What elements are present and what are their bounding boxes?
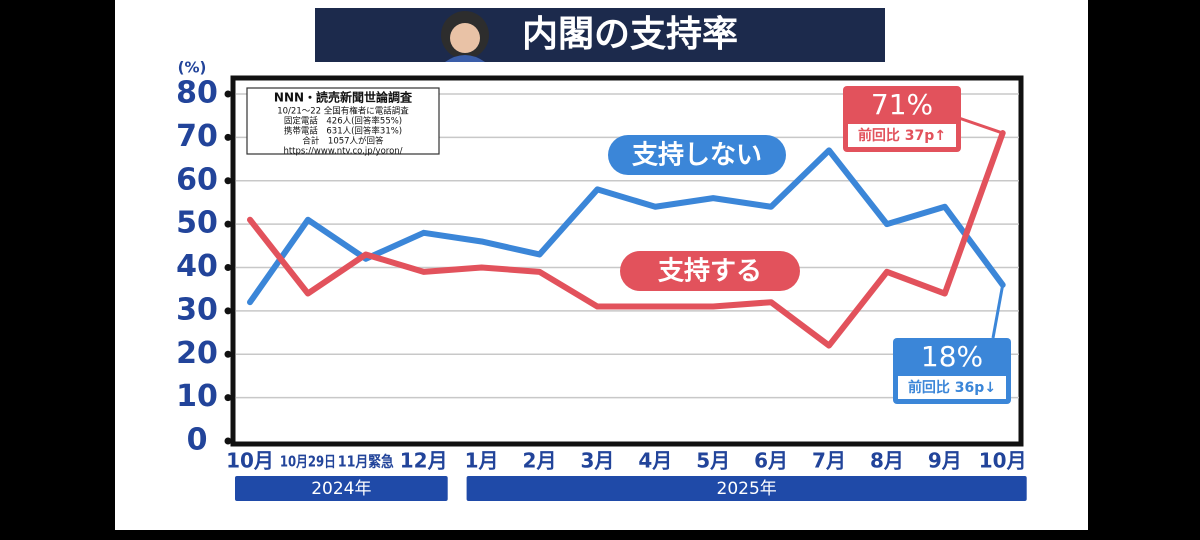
x-tick-label: 3月 <box>580 449 614 473</box>
year-band <box>466 476 1027 501</box>
title-box <box>315 8 885 62</box>
y-tick-dot <box>224 394 232 402</box>
y-tick-dot <box>224 220 232 228</box>
chart-title: 内閣の支持率 <box>522 14 738 55</box>
x-tick-label: 10月29日 <box>280 453 336 471</box>
legend-label: 支持しない <box>632 141 762 171</box>
year-label: 2025年 <box>717 479 777 499</box>
x-tick-label: 11月緊急 <box>338 453 394 471</box>
source-line: 10/21～22 全国有権者に電話調査 <box>277 106 409 117</box>
source-line: https://www.ntv.co.jp/yoron/ <box>283 147 402 157</box>
y-tick-label: 70 <box>176 119 218 154</box>
photo-face <box>450 23 480 53</box>
source-line: 固定電話 426人(回答率55%) <box>284 116 402 127</box>
source-frame <box>246 87 440 155</box>
y-tick-dot <box>224 264 232 271</box>
x-tick-label: 8月 <box>870 449 904 473</box>
y-tick-label: 20 <box>176 336 218 371</box>
x-tick-label: 6月 <box>754 449 788 473</box>
source-line: 携帯電話 631人(回答率31%) <box>284 126 402 137</box>
y-tick-label: 30 <box>176 292 218 327</box>
y-tick-dot <box>224 133 232 141</box>
annotation-sub: 前回比 36p↓ <box>908 379 996 396</box>
source-title: NNN・読売新聞世論調査 <box>274 90 413 105</box>
x-tick-label: 5月 <box>696 449 730 473</box>
y-tick-label: 0 <box>187 423 208 458</box>
annotation-sub-box <box>898 376 1006 399</box>
annotation-value: 18% <box>921 340 983 373</box>
x-tick-label: 4月 <box>638 449 672 473</box>
y-tick-dot <box>224 437 232 445</box>
y-unit: (%) <box>178 59 207 77</box>
y-tick-dot <box>224 177 232 185</box>
x-tick-label: 10月 <box>979 449 1027 473</box>
x-tick-label: 9月 <box>928 449 962 473</box>
series-line <box>247 130 1006 349</box>
y-tick-label: 80 <box>176 76 218 111</box>
x-tick-label: 2月 <box>523 449 557 473</box>
y-tick-label: 40 <box>176 249 218 284</box>
y-tick-dot <box>224 90 232 98</box>
y-tick-dot <box>224 307 232 315</box>
legend-pill <box>620 251 800 291</box>
legend-label: 支持する <box>658 257 762 287</box>
year-band <box>235 476 448 501</box>
y-tick-label: 50 <box>176 206 218 241</box>
annotation-pointer <box>991 284 1005 339</box>
y-tick-dot <box>224 350 232 358</box>
x-tick-label: 7月 <box>812 449 846 473</box>
annotation-sub-box <box>848 124 956 147</box>
legend-pill <box>608 135 786 175</box>
source-line: 合計 1057人が回答 <box>302 136 384 147</box>
year-label: 2024年 <box>311 479 371 499</box>
x-tick-label: 1月 <box>465 449 499 473</box>
y-tick-label: 60 <box>176 162 218 197</box>
annotation-sub: 前回比 37p↑ <box>858 127 946 144</box>
photo-body <box>445 55 485 62</box>
annotation-value: 71% <box>871 88 933 121</box>
x-tick-label: 10月 <box>226 449 274 473</box>
annotation-pointer <box>952 114 1004 135</box>
x-tick-label: 12月 <box>400 449 448 473</box>
y-tick-label: 10 <box>176 379 218 414</box>
